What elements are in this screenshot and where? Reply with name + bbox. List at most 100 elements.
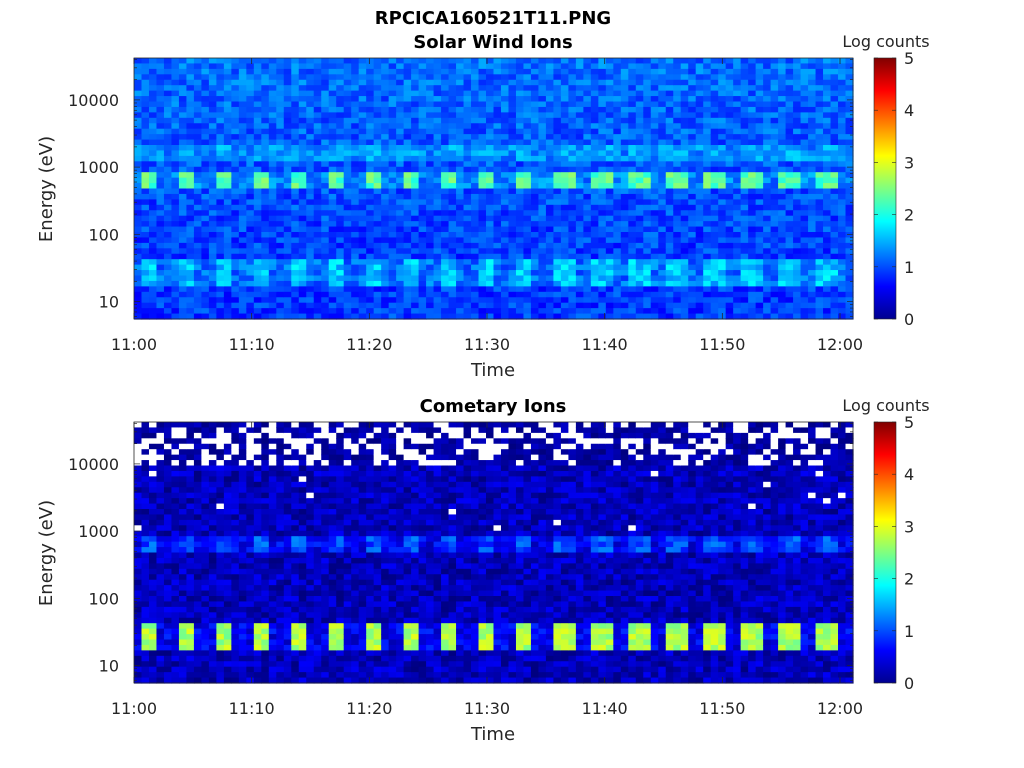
spectrogram-cell [830,172,839,179]
spectrogram-cell [426,199,435,206]
spectrogram-cell [628,161,637,168]
spectrogram-cell [800,58,809,65]
spectrogram-cell [238,215,247,222]
spectrogram-cell [178,183,188,190]
spectrogram-cell [553,79,562,86]
spectrogram-cell [770,237,779,244]
spectrogram-cell [448,90,457,97]
spectrogram-cell [500,58,510,65]
spectrogram-cell [808,199,817,206]
spectrogram-cell [418,302,427,309]
spectrogram-cell [171,297,180,304]
spectrogram-cell [163,291,173,298]
spectrogram-cell [590,161,599,168]
spectrogram-cell [748,199,757,206]
spectrogram-cell [770,297,779,304]
colorbar [873,57,897,320]
spectrogram-cell [238,264,247,271]
spectrogram-cell [583,264,592,271]
spectrogram-cell [568,193,577,200]
spectrogram-cell [388,123,397,130]
spectrogram-cell [306,128,315,135]
spectrogram-cell [336,117,345,124]
spectrogram-cell [298,161,307,168]
spectrogram-cell [186,85,195,92]
spectrogram-cell [553,204,562,211]
spectrogram-cell [560,221,569,228]
spectrogram-cell [800,215,809,222]
spectrogram-cell [313,58,322,65]
spectrogram-cell [583,259,592,266]
spectrogram-cell [306,74,315,81]
spectrogram-cell [366,259,375,266]
spectrogram-cell [148,172,158,179]
spectrogram-cell [231,242,240,249]
spectrogram-cell [381,280,390,287]
spectrogram-cell [770,291,779,298]
spectrogram-cell [583,193,592,200]
spectrogram-cell [358,199,367,206]
spectrogram-cell [328,85,337,92]
spectrogram-cell [598,286,607,293]
spectrogram-cell [178,280,188,287]
spectrogram-cell [141,85,150,92]
spectrogram-cell [388,79,397,86]
spectrogram-cell [665,63,674,70]
spectrogram-cell [178,286,188,293]
spectrogram-cell [583,221,592,228]
spectrogram-cell [156,487,165,494]
spectrogram-cell [755,117,764,124]
spectrogram-cell [740,90,749,97]
spectrogram-cell [733,188,742,195]
spectrogram-cell [665,226,674,233]
spectrogram-cell [148,568,158,575]
spectrogram-cell [178,308,188,315]
spectrogram-cell [575,177,584,184]
spectrogram-cell [351,264,360,271]
spectrogram-cell [193,302,203,309]
spectrogram-cell [545,101,555,108]
spectrogram-cell [658,291,667,298]
spectrogram-cell [620,242,629,249]
spectrogram-cell [486,90,495,97]
spectrogram-cell [163,596,173,603]
spectrogram-cell [366,210,375,217]
spectrogram-cell [785,139,794,146]
spectrogram-cell [560,259,569,266]
spectrogram-cell [411,85,420,92]
spectrogram-cell [725,221,734,228]
spectrogram-cell [703,248,712,255]
spectrogram-cell [283,215,292,222]
spectrogram-cell [553,275,562,282]
spectrogram-cell [313,280,322,287]
spectrogram-cell [156,313,165,320]
spectrogram-cell [403,232,412,239]
spectrogram-cell [508,117,517,124]
spectrogram-cell [441,145,450,152]
spectrogram-cell [426,188,435,195]
spectrogram-cell [530,68,540,75]
spectrogram-cell [433,139,442,146]
spectrogram-cell [553,63,562,70]
spectrogram-cell [456,237,465,244]
spectrogram-cell [201,150,210,157]
spectrogram-cell [283,232,292,239]
spectrogram-cell [471,237,480,244]
spectrogram-cell [785,291,794,298]
spectrogram-cell [763,85,772,92]
spectrogram-cell [560,237,569,244]
spectrogram-cell [628,253,637,260]
spectrogram-cell [396,172,405,179]
spectrogram-cell [463,117,472,124]
spectrogram-cell [725,259,734,266]
spectrogram-cell [411,177,420,184]
spectrogram-cell [598,63,607,70]
spectrogram-cell [665,74,674,81]
spectrogram-cell [508,150,517,157]
spectrogram-cell [605,117,614,124]
spectrogram-cell [703,297,712,304]
spectrogram-cell [575,63,584,70]
spectrogram-cell [763,79,772,86]
spectrogram-cell [134,525,143,532]
